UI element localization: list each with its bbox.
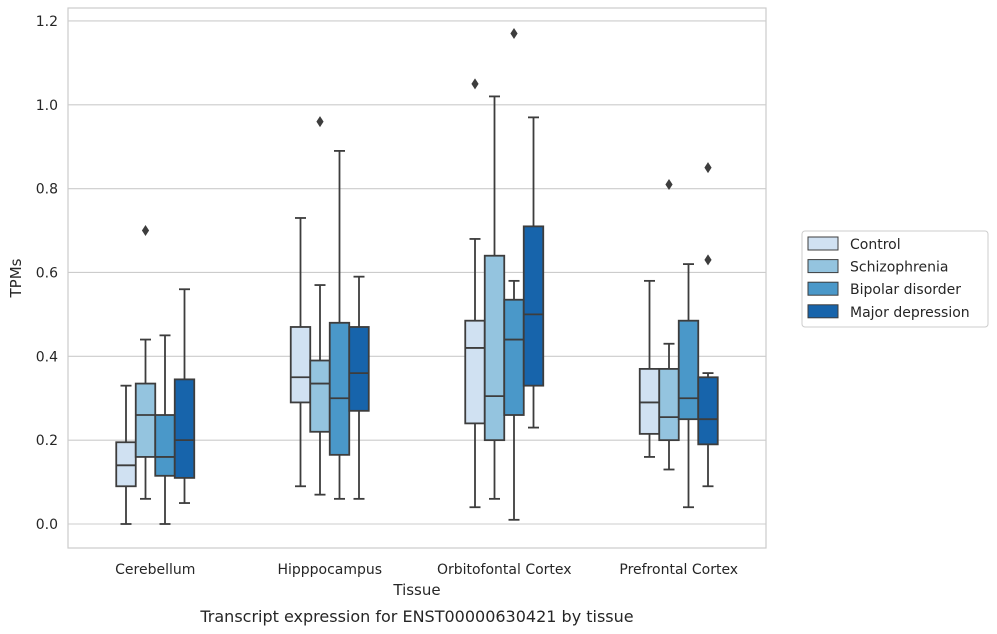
legend-frame — [801, 230, 989, 328]
y-axis-ticks: 0.0 0.2 0.4 0.6 0.8 1.0 1.2 — [36, 14, 58, 533]
legend-swatch-2 — [807, 281, 839, 296]
legend-label-0: Control — [850, 237, 901, 253]
y-tick-label-6: 1.2 — [36, 14, 58, 30]
x-axis-ticks: Cerebellum Hipppocampus Orbitofontal Corte… — [115, 562, 738, 578]
legend: Control Schizophrenia Bipolar disorder Majo… — [801, 230, 989, 328]
outlier-0 — [316, 116, 324, 128]
box-0-2 — [464, 78, 486, 509]
outlier-1 — [704, 162, 712, 174]
legend-swatch-3 — [807, 304, 839, 319]
box-iqr — [134, 382, 157, 458]
box-0-0 — [115, 384, 137, 525]
box-iqr — [522, 225, 545, 387]
outlier-0 — [471, 78, 479, 90]
box-2-0 — [154, 334, 176, 525]
x-tick-label-2: Orbitofontal Cortex — [437, 562, 572, 578]
box-iqr — [677, 319, 700, 421]
legend-swatch-0 — [807, 236, 839, 251]
legend-label-2: Bipolar disorder — [850, 282, 961, 298]
box-iqr — [309, 359, 331, 433]
outlier-0 — [704, 254, 712, 266]
box-3-2 — [522, 116, 545, 429]
box-iqr — [638, 367, 661, 435]
chart-caption: Transcript expression for ENST0000063042… — [199, 607, 633, 626]
y-tick-label-1: 0.2 — [36, 433, 58, 449]
box-iqr — [697, 376, 719, 446]
box-iqr — [173, 378, 196, 479]
box-3-3 — [697, 162, 719, 488]
box-iqr — [115, 441, 137, 488]
y-tick-label-0: 0.0 — [36, 517, 58, 533]
legend-swatch-1 — [807, 259, 839, 274]
box-1-2 — [483, 95, 506, 500]
box-iqr — [503, 298, 525, 416]
box-iqr — [328, 321, 351, 456]
box-3-1 — [348, 275, 370, 500]
box-iqr — [154, 414, 176, 477]
box-iqr — [658, 367, 680, 442]
box-1-0 — [134, 225, 157, 500]
box-iqr — [483, 254, 506, 442]
box-3-0 — [173, 288, 196, 504]
y-tick-label-5: 1.0 — [36, 98, 58, 114]
box-iqr — [348, 326, 370, 412]
outlier-0 — [665, 178, 673, 190]
box-iqr — [464, 319, 486, 425]
box-2-3 — [677, 263, 700, 509]
y-tick-label-3: 0.6 — [36, 265, 58, 281]
x-axis-label: Tissue — [392, 581, 440, 599]
legend-label-3: Major depression — [850, 305, 970, 321]
boxes-layer — [115, 28, 719, 525]
outlier-0 — [141, 225, 150, 237]
y-axis-label: TPMs — [7, 258, 25, 298]
x-tick-label-3: Prefrontal Cortex — [619, 562, 738, 578]
x-tick-label-0: Cerebellum — [115, 562, 195, 578]
y-tick-label-4: 0.8 — [36, 182, 58, 198]
x-tick-label-1: Hipppocampus — [277, 562, 382, 578]
outlier-0 — [510, 28, 518, 40]
plot-frame — [67, 7, 767, 549]
y-tick-label-2: 0.4 — [36, 349, 58, 365]
box-0-3 — [638, 279, 661, 458]
box-iqr — [289, 326, 312, 404]
legend-label-1: Schizophrenia — [850, 260, 948, 276]
